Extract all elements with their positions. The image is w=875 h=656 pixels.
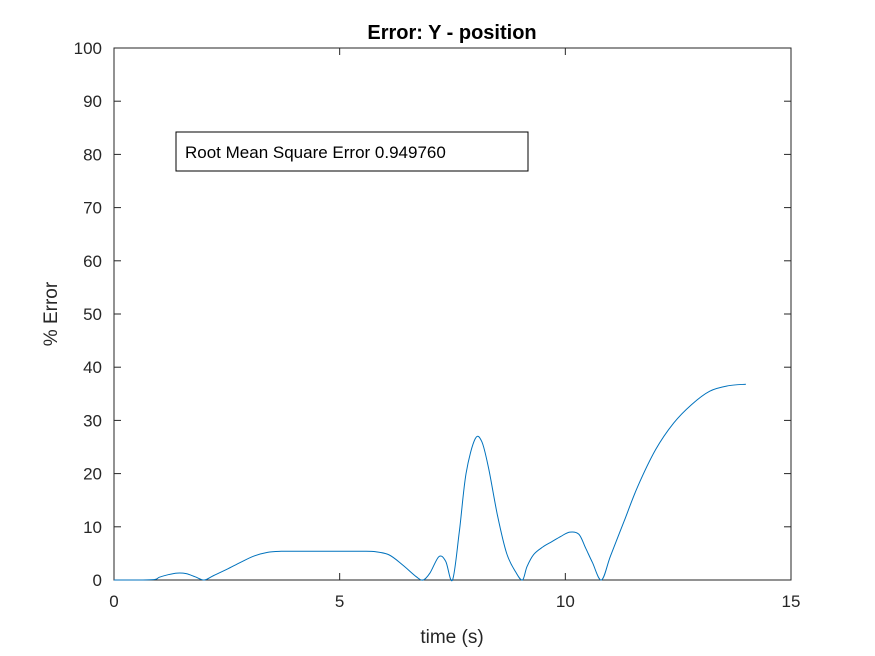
y-tick-label-1: 10 xyxy=(83,518,102,537)
series-line-0 xyxy=(113,383,746,582)
y-axis-label: % Error xyxy=(41,281,62,346)
x-axis-label: time (s) xyxy=(420,627,483,648)
annotation-box xyxy=(175,131,529,172)
y-tick-label-2: 20 xyxy=(83,465,102,484)
y-tick-label-5: 50 xyxy=(83,305,102,324)
series-group xyxy=(113,383,746,582)
tick-labels: 0 5 10 15 0 10 20 30 40 50 60 70 80 90 100 xyxy=(74,39,801,611)
x-tick-label-1: 5 xyxy=(335,592,344,611)
x-tick-label-3: 15 xyxy=(782,592,801,611)
y-tick-label-8: 80 xyxy=(83,145,102,164)
y-tick-label-9: 90 xyxy=(83,92,102,111)
y-tick-label-6: 60 xyxy=(83,252,102,271)
x-tick-label-0: 0 xyxy=(109,592,118,611)
x-tick-label-2: 10 xyxy=(556,592,575,611)
annotation-text: Root Mean Square Error 0.949760 xyxy=(185,143,446,162)
rmse-annotation: Root Mean Square Error 0.949760 xyxy=(175,131,529,172)
axis-ticks xyxy=(113,47,792,581)
y-tick-label-3: 30 xyxy=(83,411,102,430)
y-tick-label-7: 70 xyxy=(83,199,102,218)
y-tick-label-10: 100 xyxy=(74,39,102,58)
y-tick-label-4: 40 xyxy=(83,358,102,377)
chart-title: Error: Y - position xyxy=(367,22,536,44)
y-tick-label-0: 0 xyxy=(93,571,102,590)
plot-area xyxy=(113,47,792,581)
